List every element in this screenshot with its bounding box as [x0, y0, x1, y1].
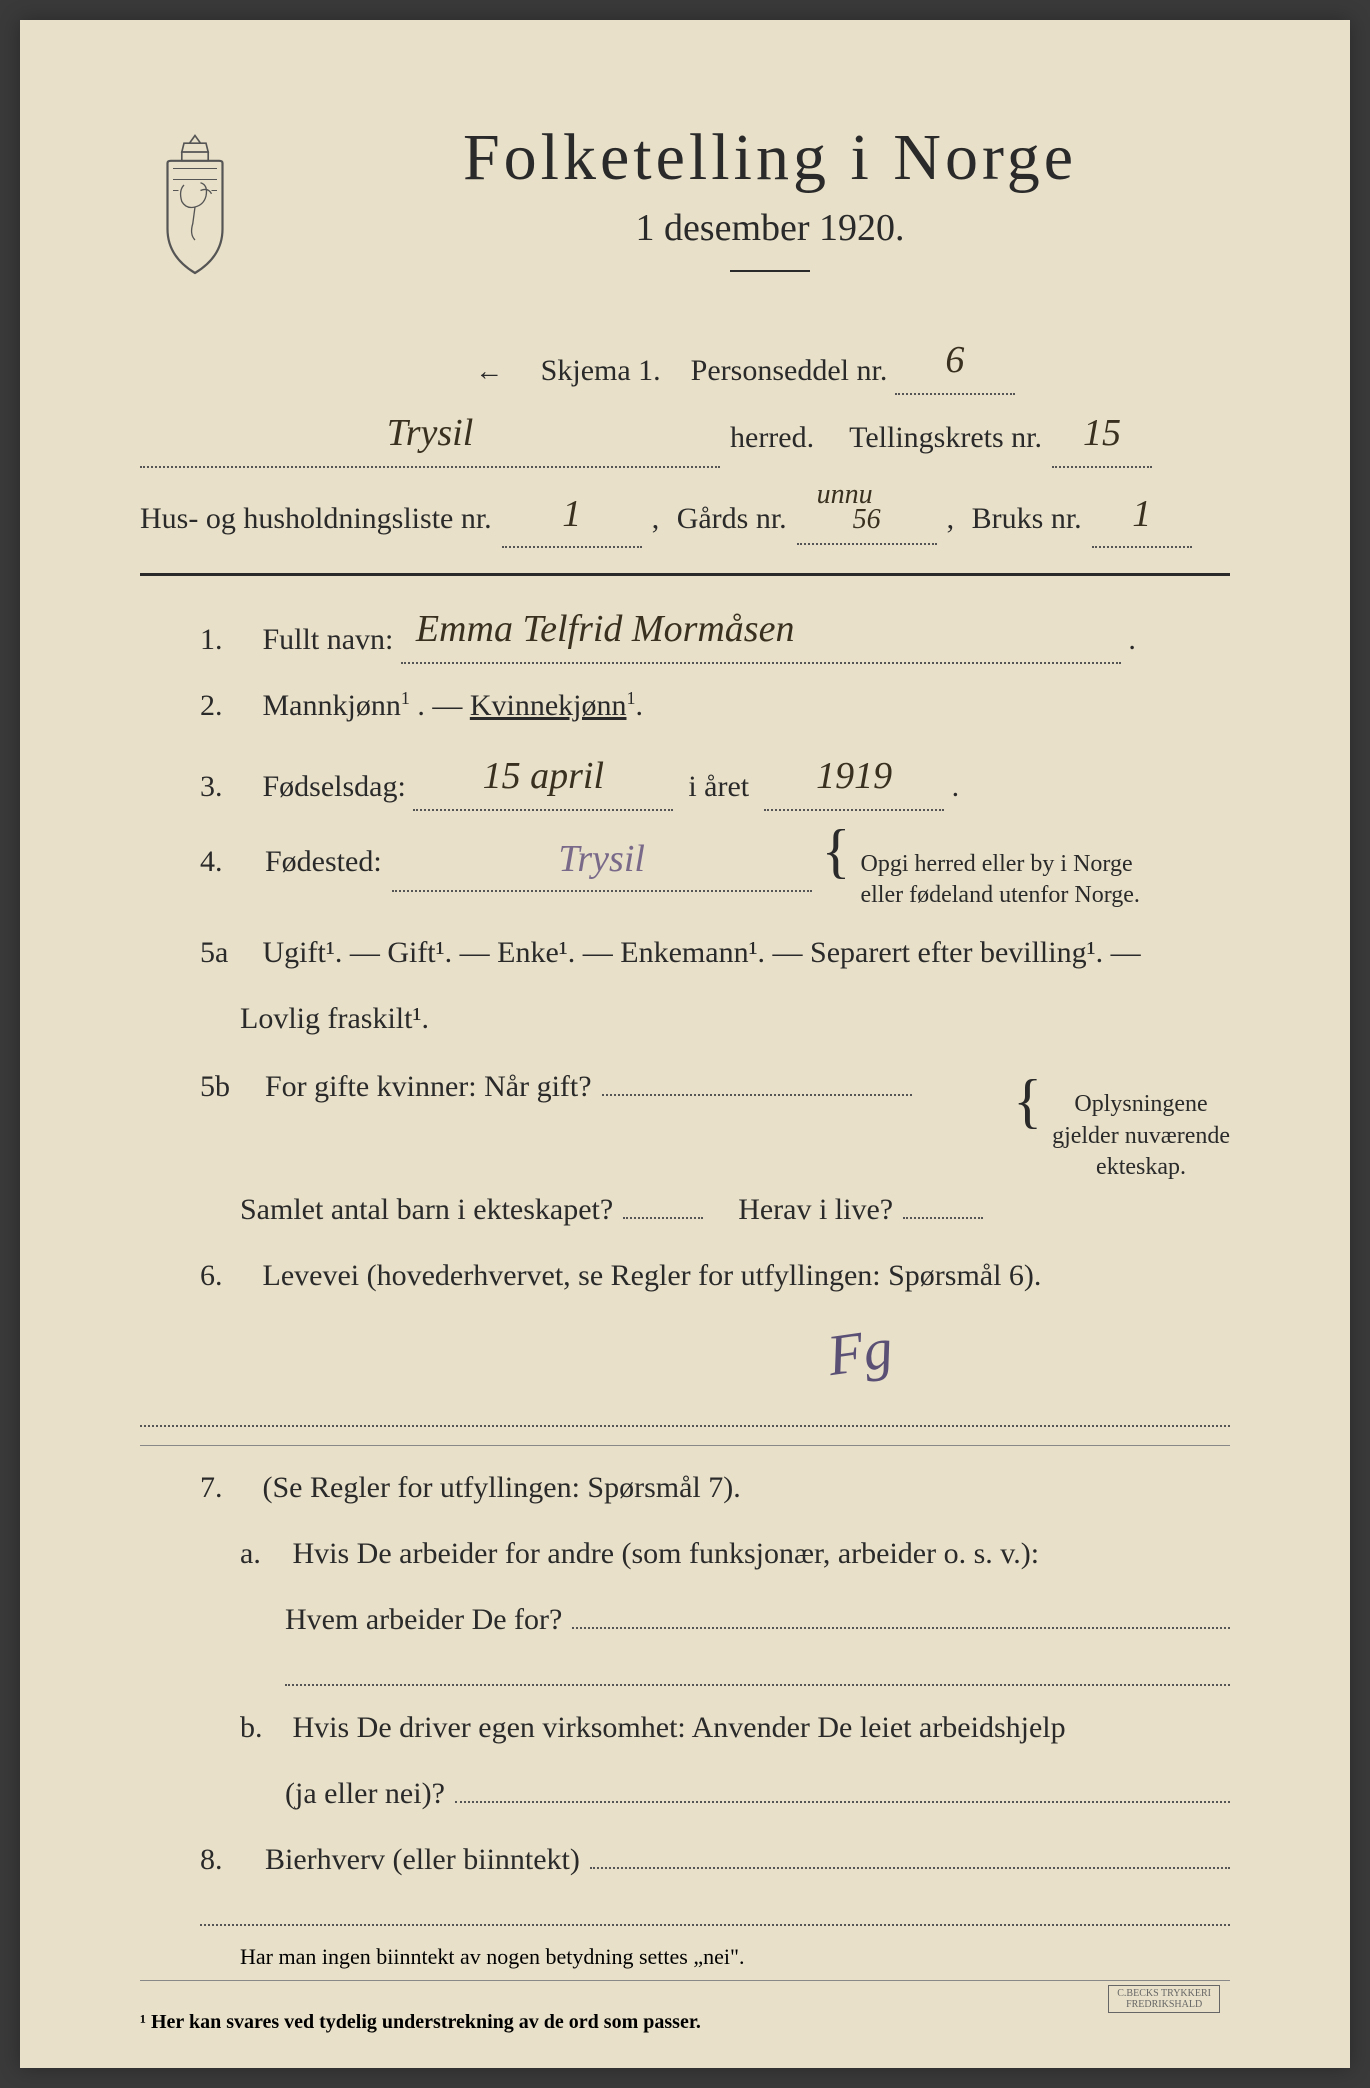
q2-num: 2. — [200, 682, 255, 730]
q4-line: 4. Fødested: Trysil { Opgi herred eller … — [140, 829, 1230, 911]
q1-num: 1. — [200, 616, 255, 664]
q8-blank — [200, 1924, 1230, 1926]
q2-mann: Mannkjønn — [263, 689, 401, 722]
q7-num: 7. — [200, 1464, 255, 1512]
tellingskrets-value: 15 — [1083, 412, 1121, 454]
printer-stamp: C.BECKS TRYKKERI FREDRIKSHALD — [1108, 1985, 1220, 2013]
footer-note2: ¹ Her kan svares ved tydelig understrekn… — [140, 2011, 1230, 2034]
schema-label: Skjema 1. — [541, 354, 661, 387]
q1-label: Fullt navn: — [263, 623, 394, 656]
q5b-line2: Samlet antal barn i ekteskapet? Herav i … — [140, 1186, 1230, 1234]
q4-num: 4. — [200, 838, 255, 886]
gards-label: Gårds nr. — [677, 495, 787, 543]
q7a-line1: a. Hvis De arbeider for andre (som funks… — [140, 1530, 1230, 1578]
q6-blank-line — [140, 1425, 1230, 1427]
coat-of-arms-icon — [140, 130, 250, 280]
footer-note1: Har man ingen biinntekt av nogen betydni… — [140, 1944, 1230, 1970]
q7b-text2: (ja eller nei)? — [285, 1770, 445, 1818]
q2-line: 2. Mannkjønn1 . — Kvinnekjønn1. — [140, 682, 1230, 730]
q5b-num: 5b — [200, 1063, 255, 1111]
q7a-text2: Hvem arbeider De for? — [285, 1596, 562, 1644]
q7a-line2: Hvem arbeider De for? — [140, 1596, 1230, 1644]
q3-year: 1919 — [816, 755, 892, 797]
q1-value: Emma Telfrid Mormåsen — [416, 608, 795, 650]
q5b-note: Oplysningene gjelder nuværende ekteskap. — [1052, 1089, 1230, 1183]
personseddel-value: 6 — [945, 339, 964, 381]
q5a-line2: Lovlig fraskilt¹. — [140, 995, 1230, 1043]
title-divider — [730, 270, 810, 272]
herred-label: herred. — [730, 414, 814, 462]
husliste-label: Hus- og husholdningsliste nr. — [140, 495, 492, 543]
census-form-document: Folketelling i Norge 1 desember 1920. ← … — [20, 20, 1350, 2068]
q5b-label3: Herav i live? — [738, 1186, 893, 1234]
q5b-label1: For gifte kvinner: Når gift? — [265, 1063, 592, 1111]
q7b-text1: Hvis De driver egen virksomhet: Anvender… — [293, 1711, 1066, 1744]
q7-line: 7. (Se Regler for utfyllingen: Spørsmål … — [140, 1464, 1230, 1512]
q2-kvinne: Kvinnekjønn — [470, 689, 627, 722]
q3-label: Fødselsdag: — [263, 770, 406, 803]
personseddel-label: Personseddel nr. — [691, 354, 888, 387]
title-block: Folketelling i Norge 1 desember 1920. — [310, 120, 1230, 302]
bruks-label: Bruks nr. — [972, 495, 1082, 543]
q5a-line: 5a Ugift¹. — Gift¹. — Enke¹. — Enkemann¹… — [140, 929, 1230, 977]
schema-line: ← Skjema 1. Personseddel nr. 6 — [260, 332, 1230, 395]
q8-label: Bierhverv (eller biinntekt) — [265, 1836, 580, 1884]
q3-day: 15 april — [483, 755, 604, 797]
herred-line: Trysil herred. Tellingskrets nr. 15 — [140, 405, 1230, 468]
q7b-line1: b. Hvis De driver egen virksomhet: Anven… — [140, 1704, 1230, 1752]
bruks-value: 1 — [1132, 493, 1151, 535]
main-title: Folketelling i Norge — [310, 120, 1230, 196]
q7-label: (Se Regler for utfyllingen: Spørsmål 7). — [263, 1471, 741, 1504]
q3-num: 3. — [200, 763, 255, 811]
q8-num: 8. — [200, 1836, 255, 1884]
hus-line: Hus- og husholdningsliste nr. 1 , Gårds … — [140, 486, 1230, 549]
document-header: Folketelling i Norge 1 desember 1920. — [140, 120, 1230, 302]
gards-note: unnu — [817, 473, 873, 518]
divider-thick — [140, 573, 1230, 576]
q3-mid: i året — [688, 770, 749, 803]
q6-label: Levevei (hovederhvervet, se Regler for u… — [263, 1259, 1042, 1292]
divider-thin-1 — [140, 1445, 1230, 1446]
q4-label: Fødested: — [265, 838, 382, 886]
q5b-label2: Samlet antal barn i ekteskapet? — [240, 1186, 613, 1234]
subtitle: 1 desember 1920. — [310, 206, 1230, 250]
q5a-text2: Lovlig fraskilt¹. — [240, 1002, 429, 1035]
q3-line: 3. Fødselsdag: 15 april i året 1919 . — [140, 748, 1230, 811]
husliste-value: 1 — [562, 493, 581, 535]
q7a-num: a. — [240, 1530, 285, 1578]
q6-num: 6. — [200, 1252, 255, 1300]
divider-thin-2 — [140, 1980, 1230, 1981]
tellingskrets-label: Tellingskrets nr. — [849, 414, 1042, 462]
q8-line: 8. Bierhverv (eller biinntekt) — [140, 1836, 1230, 1884]
q5b-line1: 5b For gifte kvinner: Når gift? { Oplysn… — [140, 1061, 1230, 1168]
q5a-num: 5a — [200, 929, 255, 977]
q5a-text: Ugift¹. — Gift¹. — Enke¹. — Enkemann¹. —… — [263, 936, 1141, 969]
q4-note: Opgi herred eller by i Norge eller fødel… — [860, 849, 1139, 911]
q7b-line2: (ja eller nei)? — [140, 1770, 1230, 1818]
q4-value: Trysil — [558, 838, 645, 880]
q7b-num: b. — [240, 1704, 285, 1752]
herred-value: Trysil — [387, 412, 474, 454]
q7a-blank — [285, 1684, 1230, 1686]
q1-line: 1. Fullt navn: Emma Telfrid Mormåsen . — [140, 601, 1230, 664]
q7a-text1: Hvis De arbeider for andre (som funksjon… — [293, 1537, 1040, 1570]
